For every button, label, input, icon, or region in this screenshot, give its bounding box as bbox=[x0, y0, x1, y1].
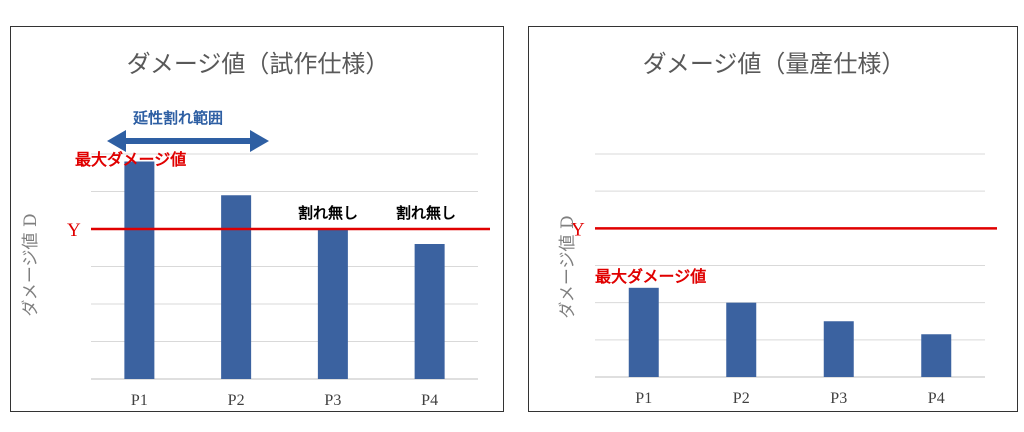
max-damage-annotation: 最大ダメージ値 bbox=[595, 267, 706, 286]
chart-panel-prototype: ダメージ値（試作仕様） P1 P2 P3 P4 Y ダメージ値 D 最大ダメージ値 延… bbox=[10, 26, 504, 412]
chart-title: ダメージ値（試作仕様） bbox=[127, 50, 390, 78]
x-tick-label: P3 bbox=[324, 392, 341, 409]
chart-panel-mass-production: ダメージ値（量産仕様） P1 P2 P3 P4 Y ダメージ値 D 最大ダメージ値 bbox=[528, 26, 1018, 412]
y-axis-label: ダメージ値 D bbox=[558, 215, 578, 318]
x-tick-label: P4 bbox=[421, 392, 438, 409]
bar-p2 bbox=[221, 195, 252, 379]
y-axis-label: ダメージ値 D bbox=[21, 213, 41, 316]
ductile-range-label: 延性割れ範囲 bbox=[132, 109, 223, 127]
x-tick-label: P1 bbox=[635, 390, 652, 407]
chart-title: ダメージ値（量産仕様） bbox=[643, 50, 906, 78]
max-damage-annotation: 最大ダメージ値 bbox=[75, 150, 186, 169]
bar-p3 bbox=[823, 321, 854, 377]
threshold-label: Y bbox=[67, 220, 81, 241]
bar-p1 bbox=[124, 161, 155, 379]
x-tick-label: P4 bbox=[928, 390, 945, 407]
no-crack-label-p3: 割れ無し bbox=[298, 204, 358, 222]
x-tick-label: P3 bbox=[830, 390, 847, 407]
ductile-range-arrow bbox=[107, 130, 269, 152]
x-tick-label: P1 bbox=[131, 392, 148, 409]
x-tick-label: P2 bbox=[733, 390, 750, 407]
bar-p4 bbox=[414, 244, 445, 379]
bar-p3 bbox=[317, 229, 348, 379]
chart-prototype: ダメージ値（試作仕様） P1 P2 P3 P4 Y ダメージ値 D 最大ダメージ値 延… bbox=[21, 50, 490, 409]
x-tick-label: P2 bbox=[228, 392, 245, 409]
bar-p1 bbox=[628, 287, 659, 377]
bar-p2 bbox=[726, 302, 757, 377]
no-crack-label-p4: 割れ無し bbox=[396, 204, 456, 222]
threshold-label: Y bbox=[571, 219, 585, 240]
bar-p4 bbox=[921, 334, 952, 377]
chart-mass-production: ダメージ値（量産仕様） P1 P2 P3 P4 Y ダメージ値 D 最大ダメージ値 bbox=[558, 50, 997, 407]
